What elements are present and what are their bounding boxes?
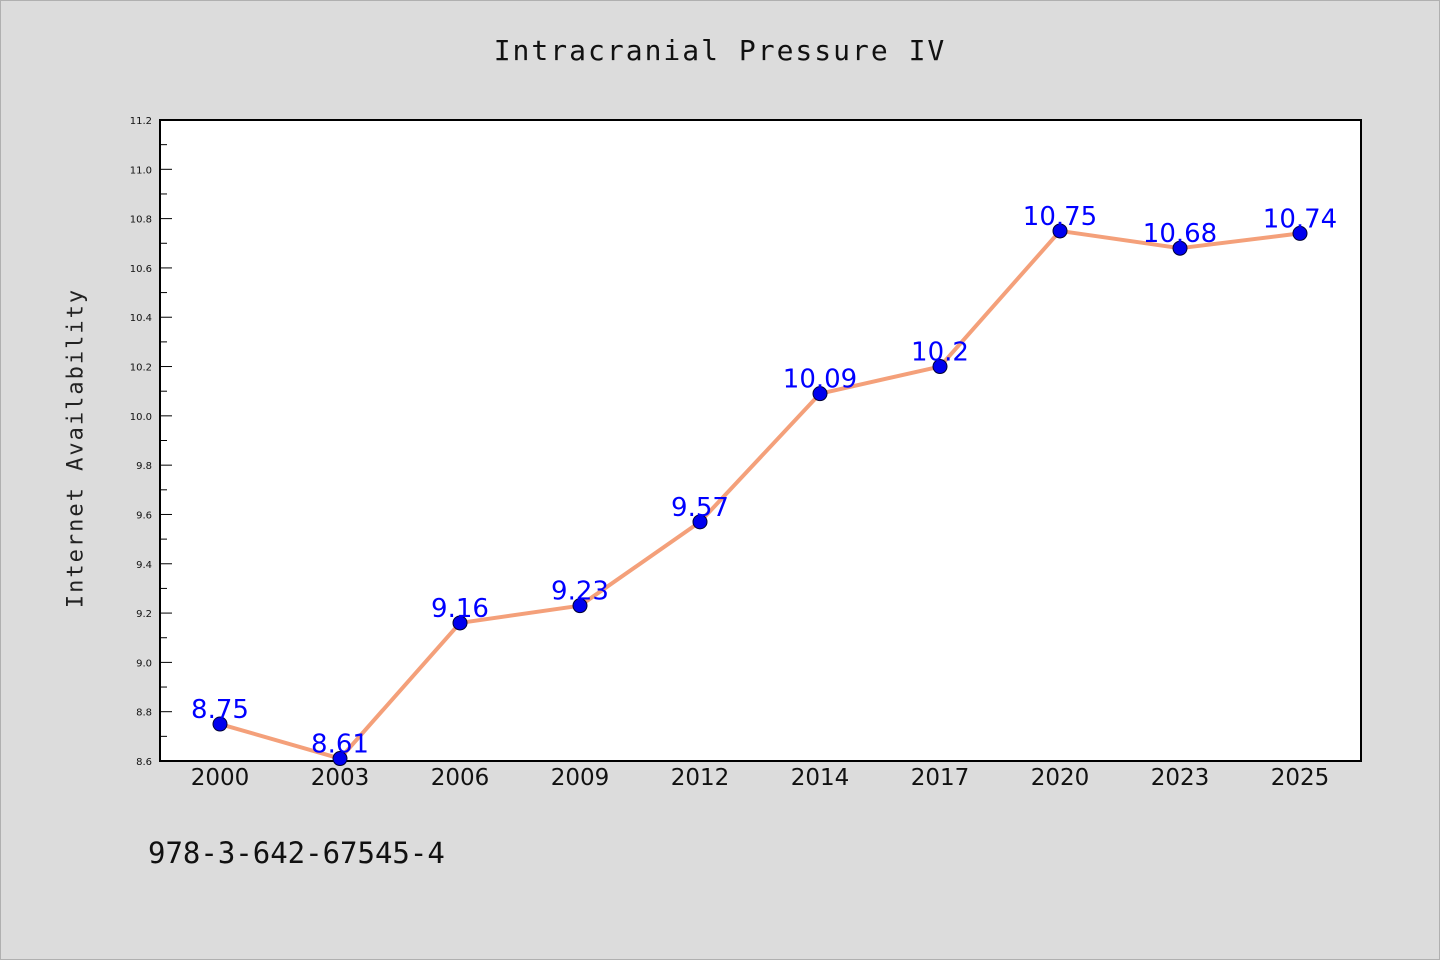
data-label: 9.23 (551, 577, 609, 607)
x-tick-label: 2017 (911, 765, 970, 791)
y-tick-label: 8.8 (136, 708, 152, 719)
y-tick-label: 10.0 (130, 412, 152, 423)
x-tick-label: 2020 (1031, 765, 1090, 791)
y-tick-label: 9.0 (136, 658, 152, 669)
y-tick-label: 10.8 (130, 215, 152, 226)
data-point (1052, 223, 1068, 239)
data-label: 10.09 (783, 365, 857, 395)
x-tick-label: 2025 (1271, 765, 1330, 791)
x-axis: 2000 2003 2006 2009 2012 2014 2017 2020 2023 2025 (191, 765, 1330, 791)
data-label: 9.57 (671, 493, 729, 523)
data-label: 8.75 (191, 695, 249, 725)
y-tick-label: 9.8 (136, 461, 152, 472)
data-label: 10.74 (1263, 204, 1337, 234)
data-point (812, 386, 828, 402)
plot-area (159, 119, 1362, 762)
y-tick-label: 10.6 (130, 264, 152, 275)
data-label: 10.75 (1023, 202, 1097, 232)
data-point (572, 598, 588, 614)
data-point (932, 359, 948, 375)
isbn-text: 978-3-642-67545-4 (148, 836, 445, 870)
x-tick-label: 2012 (671, 765, 730, 791)
y-tick-label: 9.4 (136, 560, 152, 571)
data-label: 9.16 (431, 594, 489, 624)
data-point (212, 716, 228, 732)
chart-title: Intracranial Pressure IV (493, 34, 947, 67)
data-point (452, 615, 468, 631)
data-point (1172, 240, 1188, 256)
y-axis: 8.6 8.8 9.0 9.2 9.4 9.6 9.8 10.0 10.2 10.4 10.6 10.… (130, 116, 172, 768)
y-tick-label: 11.2 (130, 116, 152, 127)
x-tick-label: 2003 (311, 765, 370, 791)
y-tick-label: 8.6 (136, 757, 152, 768)
y-tick-label: 11.0 (130, 165, 152, 176)
data-label: 10.68 (1143, 219, 1217, 249)
x-tick-label: 2023 (1151, 765, 1210, 791)
series-group (212, 223, 1308, 767)
data-label: 10.2 (911, 338, 969, 368)
y-tick-label: 9.2 (136, 609, 152, 620)
x-tick-label: 2009 (551, 765, 610, 791)
y-tick-label: 10.2 (130, 363, 152, 374)
data-point (692, 514, 708, 530)
x-tick-label: 2014 (791, 765, 850, 791)
x-tick-label: 2000 (191, 765, 250, 791)
y-tick-label: 10.4 (130, 313, 152, 324)
x-tick-label: 2006 (431, 765, 490, 791)
data-point (1292, 225, 1308, 241)
series-line (218, 228, 1302, 761)
y-tick-label: 9.6 (136, 510, 152, 521)
data-point (332, 751, 348, 767)
data-label: 8.61 (311, 730, 369, 760)
data-labels: 8.75 8.61 9.16 9.23 9.57 10.09 10.2 10.75 10.68 1… (191, 202, 1337, 760)
